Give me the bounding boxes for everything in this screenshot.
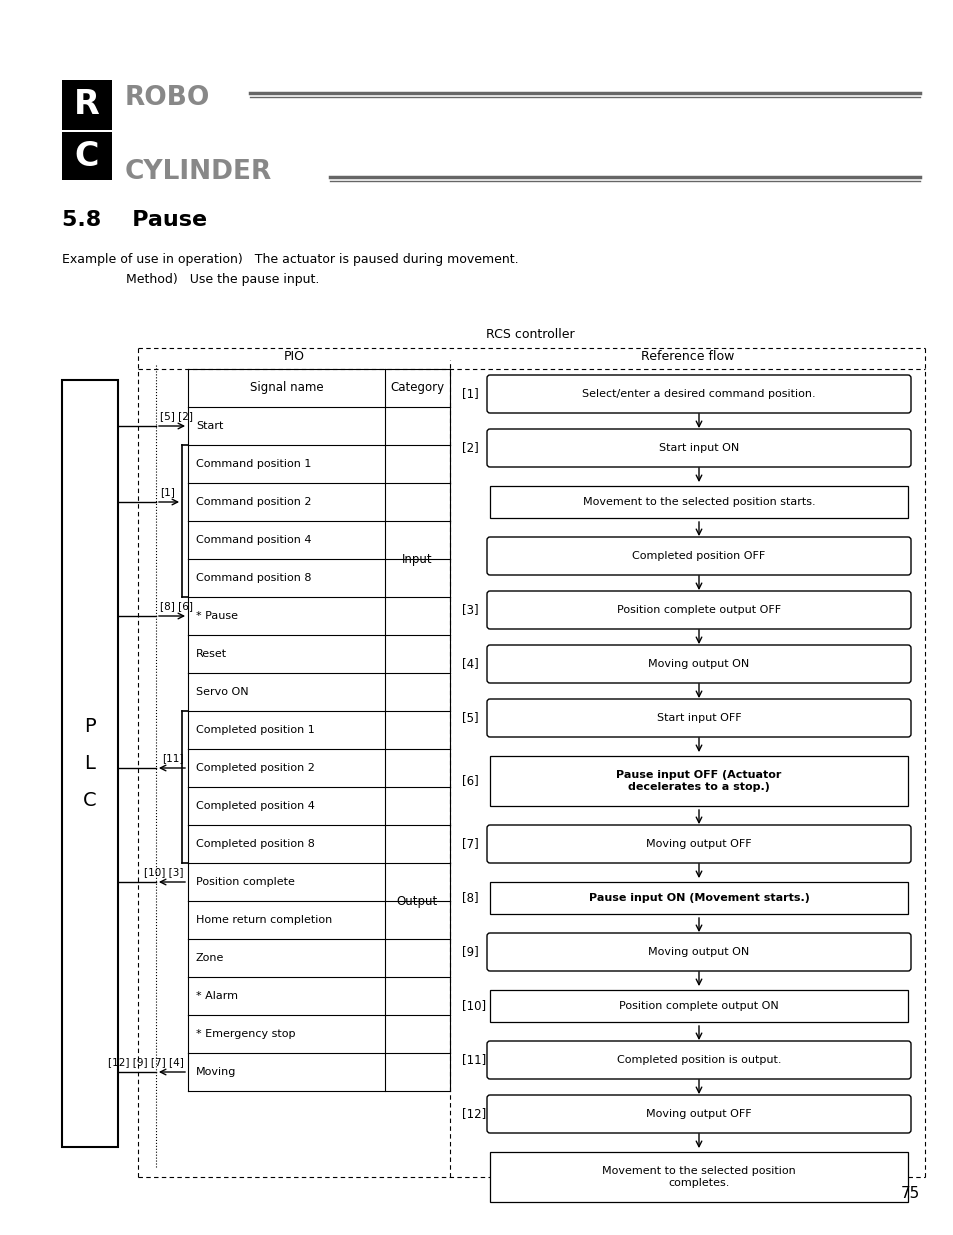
FancyBboxPatch shape xyxy=(486,699,910,737)
Text: Zone: Zone xyxy=(195,953,224,963)
Text: Start input ON: Start input ON xyxy=(659,443,739,453)
Text: [10]: [10] xyxy=(461,999,486,1013)
Text: [6]: [6] xyxy=(461,774,478,788)
Text: RCS controller: RCS controller xyxy=(485,329,574,342)
Text: R: R xyxy=(74,89,100,121)
Text: Command position 8: Command position 8 xyxy=(195,573,312,583)
Text: * Pause: * Pause xyxy=(195,611,237,621)
Text: Start input OFF: Start input OFF xyxy=(656,713,740,722)
Text: Reset: Reset xyxy=(195,650,227,659)
Text: Servo ON: Servo ON xyxy=(195,687,249,697)
Text: [10] [3]: [10] [3] xyxy=(144,867,184,877)
Text: [11]: [11] xyxy=(461,1053,486,1067)
FancyBboxPatch shape xyxy=(486,932,910,971)
Text: [1]: [1] xyxy=(160,487,174,496)
FancyBboxPatch shape xyxy=(486,825,910,863)
Text: Command position 1: Command position 1 xyxy=(195,459,311,469)
Text: Example of use in operation)   The actuator is paused during movement.: Example of use in operation) The actuato… xyxy=(62,253,518,267)
Text: Position complete output OFF: Position complete output OFF xyxy=(617,605,781,615)
Text: Moving: Moving xyxy=(195,1067,236,1077)
Text: [9]: [9] xyxy=(461,946,478,958)
Text: Input: Input xyxy=(402,552,433,566)
Text: 75: 75 xyxy=(900,1186,919,1200)
Text: PIO: PIO xyxy=(283,351,304,363)
Text: Completed position 4: Completed position 4 xyxy=(195,802,314,811)
Text: Position complete: Position complete xyxy=(195,877,294,887)
FancyBboxPatch shape xyxy=(486,537,910,576)
Text: Movement to the selected position
completes.: Movement to the selected position comple… xyxy=(601,1166,795,1188)
Text: Movement to the selected position starts.: Movement to the selected position starts… xyxy=(582,496,815,508)
Text: Completed position 1: Completed position 1 xyxy=(195,725,314,735)
Text: Pause input OFF (Actuator
decelerates to a stop.): Pause input OFF (Actuator decelerates to… xyxy=(616,771,781,792)
FancyBboxPatch shape xyxy=(486,645,910,683)
Text: * Emergency stop: * Emergency stop xyxy=(195,1029,295,1039)
Text: [8] [6]: [8] [6] xyxy=(160,601,193,611)
Text: C: C xyxy=(74,140,99,173)
Polygon shape xyxy=(490,487,907,517)
Polygon shape xyxy=(62,132,112,180)
Text: Completed position is output.: Completed position is output. xyxy=(616,1055,781,1065)
Text: * Alarm: * Alarm xyxy=(195,990,237,1002)
Text: Completed position OFF: Completed position OFF xyxy=(632,551,765,561)
Text: [12]: [12] xyxy=(461,1108,486,1120)
Text: ROBO: ROBO xyxy=(125,85,211,111)
Text: [1]: [1] xyxy=(461,388,478,400)
Text: Moving output OFF: Moving output OFF xyxy=(645,1109,751,1119)
Polygon shape xyxy=(490,990,907,1023)
Text: Start: Start xyxy=(195,421,223,431)
Text: Moving output ON: Moving output ON xyxy=(648,947,749,957)
Text: [12] [9] [7] [4]: [12] [9] [7] [4] xyxy=(108,1057,184,1067)
FancyBboxPatch shape xyxy=(486,1041,910,1079)
Text: P
L
C: P L C xyxy=(83,718,96,810)
Text: Category: Category xyxy=(390,382,444,394)
Text: 5.8    Pause: 5.8 Pause xyxy=(62,210,207,230)
FancyBboxPatch shape xyxy=(486,592,910,629)
Text: Output: Output xyxy=(396,894,437,908)
FancyBboxPatch shape xyxy=(486,375,910,412)
FancyBboxPatch shape xyxy=(486,1095,910,1132)
FancyBboxPatch shape xyxy=(486,429,910,467)
Text: [8]: [8] xyxy=(461,892,478,904)
Text: Reference flow: Reference flow xyxy=(640,351,734,363)
Text: [2]: [2] xyxy=(461,441,478,454)
Text: Method)   Use the pause input.: Method) Use the pause input. xyxy=(62,273,319,287)
Text: CYLINDER: CYLINDER xyxy=(125,159,272,185)
Text: [3]: [3] xyxy=(461,604,478,616)
Text: [5]: [5] xyxy=(461,711,478,725)
Polygon shape xyxy=(490,882,907,914)
Text: [7]: [7] xyxy=(461,837,478,851)
Text: Position complete output ON: Position complete output ON xyxy=(618,1002,778,1011)
Text: Select/enter a desired command position.: Select/enter a desired command position. xyxy=(581,389,815,399)
Text: Signal name: Signal name xyxy=(250,382,323,394)
Text: [4]: [4] xyxy=(461,657,478,671)
Text: Moving output ON: Moving output ON xyxy=(648,659,749,669)
Text: Pause input ON (Movement starts.): Pause input ON (Movement starts.) xyxy=(588,893,808,903)
Polygon shape xyxy=(62,80,112,130)
Text: Completed position 8: Completed position 8 xyxy=(195,839,314,848)
Text: Command position 4: Command position 4 xyxy=(195,535,312,545)
Text: Completed position 2: Completed position 2 xyxy=(195,763,314,773)
Text: [11]: [11] xyxy=(162,753,184,763)
Polygon shape xyxy=(490,1152,907,1202)
Polygon shape xyxy=(490,756,907,806)
Text: Command position 2: Command position 2 xyxy=(195,496,312,508)
Text: Home return completion: Home return completion xyxy=(195,915,332,925)
Text: [5] [2]: [5] [2] xyxy=(160,411,193,421)
Text: Moving output OFF: Moving output OFF xyxy=(645,839,751,848)
